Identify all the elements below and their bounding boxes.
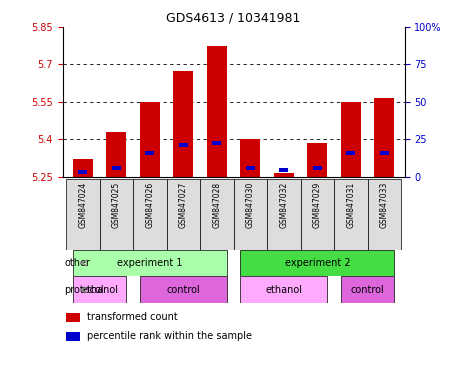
Text: control: control bbox=[351, 285, 385, 295]
Bar bbox=[307, 143, 327, 177]
Text: GSM847031: GSM847031 bbox=[346, 182, 355, 228]
Bar bbox=[213, 141, 221, 145]
Text: other: other bbox=[65, 258, 91, 268]
Text: ethanol: ethanol bbox=[81, 285, 118, 295]
FancyBboxPatch shape bbox=[240, 276, 327, 303]
Bar bbox=[66, 332, 80, 341]
Text: experiment 1: experiment 1 bbox=[117, 258, 183, 268]
Bar bbox=[274, 173, 294, 177]
FancyBboxPatch shape bbox=[234, 179, 267, 250]
Bar bbox=[346, 151, 355, 155]
Bar bbox=[79, 170, 87, 174]
FancyBboxPatch shape bbox=[368, 179, 401, 250]
Bar bbox=[207, 46, 227, 177]
Text: GSM847032: GSM847032 bbox=[279, 182, 288, 228]
FancyBboxPatch shape bbox=[73, 276, 126, 303]
FancyBboxPatch shape bbox=[73, 250, 227, 276]
Bar bbox=[112, 166, 121, 170]
Text: ethanol: ethanol bbox=[266, 285, 302, 295]
Text: GSM847028: GSM847028 bbox=[213, 182, 221, 228]
Bar bbox=[106, 132, 126, 177]
Text: control: control bbox=[166, 285, 200, 295]
Text: GSM847025: GSM847025 bbox=[112, 182, 121, 228]
FancyBboxPatch shape bbox=[140, 276, 227, 303]
Bar bbox=[146, 151, 154, 155]
FancyBboxPatch shape bbox=[301, 179, 334, 250]
Bar bbox=[179, 144, 188, 147]
Bar bbox=[279, 169, 288, 172]
FancyBboxPatch shape bbox=[341, 276, 394, 303]
Text: GSM847026: GSM847026 bbox=[146, 182, 154, 228]
Text: percentile rank within the sample: percentile rank within the sample bbox=[86, 331, 252, 341]
Text: GSM847029: GSM847029 bbox=[313, 182, 322, 228]
Text: experiment 2: experiment 2 bbox=[285, 258, 350, 268]
Bar bbox=[240, 139, 260, 177]
Bar bbox=[140, 102, 160, 177]
Bar bbox=[374, 98, 394, 177]
Bar bbox=[66, 313, 80, 322]
FancyBboxPatch shape bbox=[133, 179, 166, 250]
Bar bbox=[173, 71, 193, 177]
FancyBboxPatch shape bbox=[200, 179, 234, 250]
Text: GSM847024: GSM847024 bbox=[79, 182, 87, 228]
Text: GSM847027: GSM847027 bbox=[179, 182, 188, 228]
Bar bbox=[313, 166, 322, 170]
FancyBboxPatch shape bbox=[66, 179, 100, 250]
Bar bbox=[73, 159, 93, 177]
Text: protocol: protocol bbox=[65, 285, 104, 295]
FancyBboxPatch shape bbox=[240, 250, 394, 276]
FancyBboxPatch shape bbox=[334, 179, 368, 250]
Title: GDS4613 / 10341981: GDS4613 / 10341981 bbox=[166, 11, 301, 24]
Bar bbox=[246, 166, 255, 170]
Bar bbox=[341, 102, 361, 177]
FancyBboxPatch shape bbox=[166, 179, 200, 250]
Text: GSM847033: GSM847033 bbox=[380, 182, 389, 228]
FancyBboxPatch shape bbox=[100, 179, 133, 250]
FancyBboxPatch shape bbox=[267, 179, 301, 250]
Bar bbox=[380, 151, 389, 155]
Text: transformed count: transformed count bbox=[86, 312, 178, 322]
Text: GSM847030: GSM847030 bbox=[246, 182, 255, 228]
